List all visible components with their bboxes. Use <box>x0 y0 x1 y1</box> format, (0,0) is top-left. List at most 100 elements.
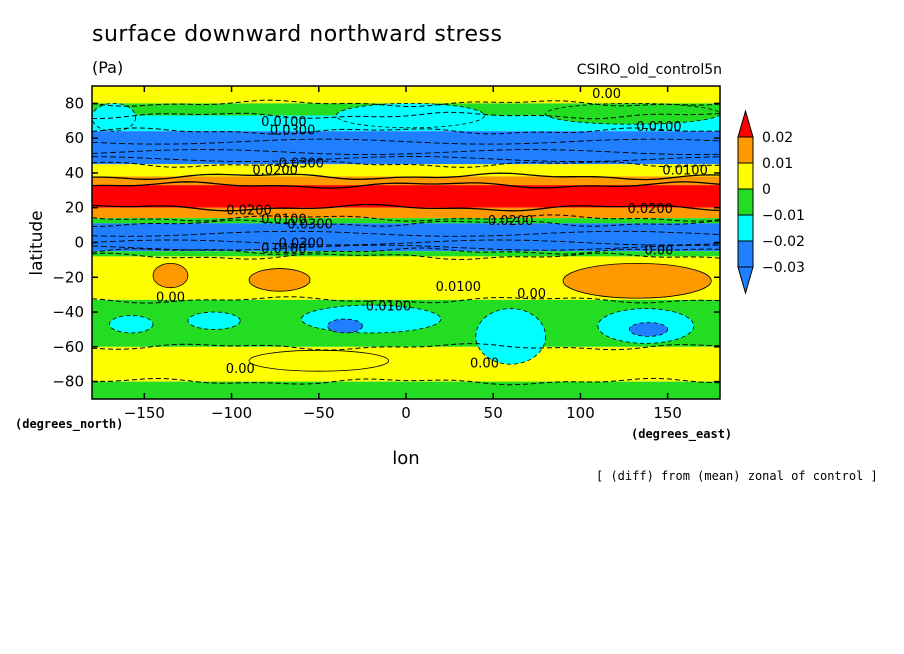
y-units-label: (degrees_north) <box>15 417 123 432</box>
units-label: (Pa) <box>92 58 124 77</box>
anomaly-patch <box>248 349 389 372</box>
footnote: [ (diff) from (mean) zonal of control ] <box>596 469 878 483</box>
x-tick-label: −50 <box>303 404 335 422</box>
y-tick-label: −40 <box>52 303 84 321</box>
contour-label: 0.0200 <box>252 164 298 179</box>
contour-line <box>92 172 720 181</box>
contour-label: 0.0300 <box>287 218 333 233</box>
anomaly-patch <box>248 268 311 292</box>
contour-line <box>92 156 720 162</box>
colorbar-box <box>737 136 754 164</box>
contour-label: 0.0100 <box>636 120 682 135</box>
colorbar-tick-label: 0.02 <box>762 130 793 146</box>
contour-label: 0.0100 <box>261 242 307 257</box>
colorbar-box <box>737 214 754 242</box>
contour-label: 0.0300 <box>279 237 325 252</box>
colorbar-tick-label: −0.01 <box>762 208 805 224</box>
x-axis-title: lon <box>392 448 419 469</box>
zonal-band <box>92 223 720 252</box>
colorbar-tick-label: 0 <box>762 182 771 198</box>
anomaly-patch <box>187 311 241 330</box>
x-tick-label: 50 <box>484 404 503 422</box>
contour-line <box>92 181 720 189</box>
contour-line <box>92 377 720 386</box>
contour-line <box>92 111 720 120</box>
contour-line <box>92 149 720 156</box>
zonal-band <box>92 86 720 104</box>
zonal-band <box>92 131 720 165</box>
contour-line <box>92 160 720 168</box>
contour-line <box>92 219 720 227</box>
contour-label: 0.00 <box>644 244 673 259</box>
y-tick-label: −20 <box>52 268 84 286</box>
contour-label: 0.00 <box>592 87 621 102</box>
colorbar-tick-label: 0.01 <box>762 156 793 172</box>
anomaly-patch <box>545 102 720 125</box>
contour-line <box>92 214 720 222</box>
colorbar-box <box>737 162 754 190</box>
x-tick-label: 100 <box>566 404 595 422</box>
zonal-band <box>92 346 720 382</box>
contour-line <box>92 99 720 107</box>
contour-label: 0.0200 <box>488 214 534 229</box>
colorbar-triangle-top <box>737 109 754 138</box>
contour-label: 0.0300 <box>279 157 325 172</box>
contour-line <box>92 296 720 304</box>
y-tick-label: 20 <box>65 199 84 217</box>
colorbar-tick-label: −0.02 <box>762 234 805 250</box>
contour-label: 0.0200 <box>226 204 272 219</box>
y-tick-label: −60 <box>52 338 84 356</box>
chart-title: surface downward northward stress <box>92 22 503 47</box>
contour-label: 0.0200 <box>627 202 673 217</box>
anomaly-patch <box>335 102 485 129</box>
x-tick-label: −100 <box>211 404 252 422</box>
contour-label: 0.0100 <box>261 212 307 227</box>
contour-label: 0.00 <box>226 362 255 377</box>
anomaly-patch <box>327 318 363 334</box>
model-label: CSIRO_old_control5n <box>576 62 722 78</box>
y-tick-label: −80 <box>52 373 84 391</box>
contour-line <box>92 252 720 261</box>
y-tick-label: 60 <box>65 129 84 147</box>
contour-label: 0.00 <box>517 287 546 302</box>
contour-label: 0.00 <box>470 357 499 372</box>
x-tick-label: −150 <box>124 404 165 422</box>
contour-line <box>92 138 720 145</box>
x-tick-label: 150 <box>653 404 682 422</box>
x-tick-label: 0 <box>401 404 411 422</box>
colorbar-tick-label: −0.03 <box>762 260 805 276</box>
colorbar-box <box>737 188 754 216</box>
zonal-band <box>92 164 720 177</box>
anomaly-patch <box>562 262 712 299</box>
zonal-band <box>92 381 720 399</box>
contour-label: 0.0100 <box>662 164 708 179</box>
y-tick-label: 80 <box>65 94 84 112</box>
anomaly-patch <box>152 262 189 289</box>
anomaly-patch <box>109 315 154 334</box>
colorbar-box <box>737 240 754 268</box>
zonal-band <box>92 185 720 208</box>
zonal-band <box>92 251 720 257</box>
zonal-band <box>92 207 720 219</box>
contour-label: 0.0300 <box>270 124 316 139</box>
contour-line <box>92 239 720 246</box>
anomaly-patch <box>475 308 546 365</box>
contour-line <box>92 203 720 212</box>
colorbar-triangle-bottom <box>737 266 754 295</box>
contour-line <box>92 230 720 237</box>
contour-line <box>92 244 720 251</box>
contour-line <box>92 343 720 351</box>
y-tick-label: 40 <box>65 164 84 182</box>
contour-label: 0.00 <box>156 291 185 306</box>
contour-line <box>92 127 720 135</box>
contour-label: 0.0100 <box>261 115 307 130</box>
anomaly-patch <box>92 102 137 132</box>
zonal-band <box>92 176 720 186</box>
x-units-label: (degrees_east) <box>631 427 732 442</box>
y-axis-title: latitude <box>27 210 47 275</box>
contour-label: 0.0100 <box>366 299 412 314</box>
contour-label: 0.0100 <box>436 280 482 295</box>
anomaly-patch <box>628 322 669 337</box>
